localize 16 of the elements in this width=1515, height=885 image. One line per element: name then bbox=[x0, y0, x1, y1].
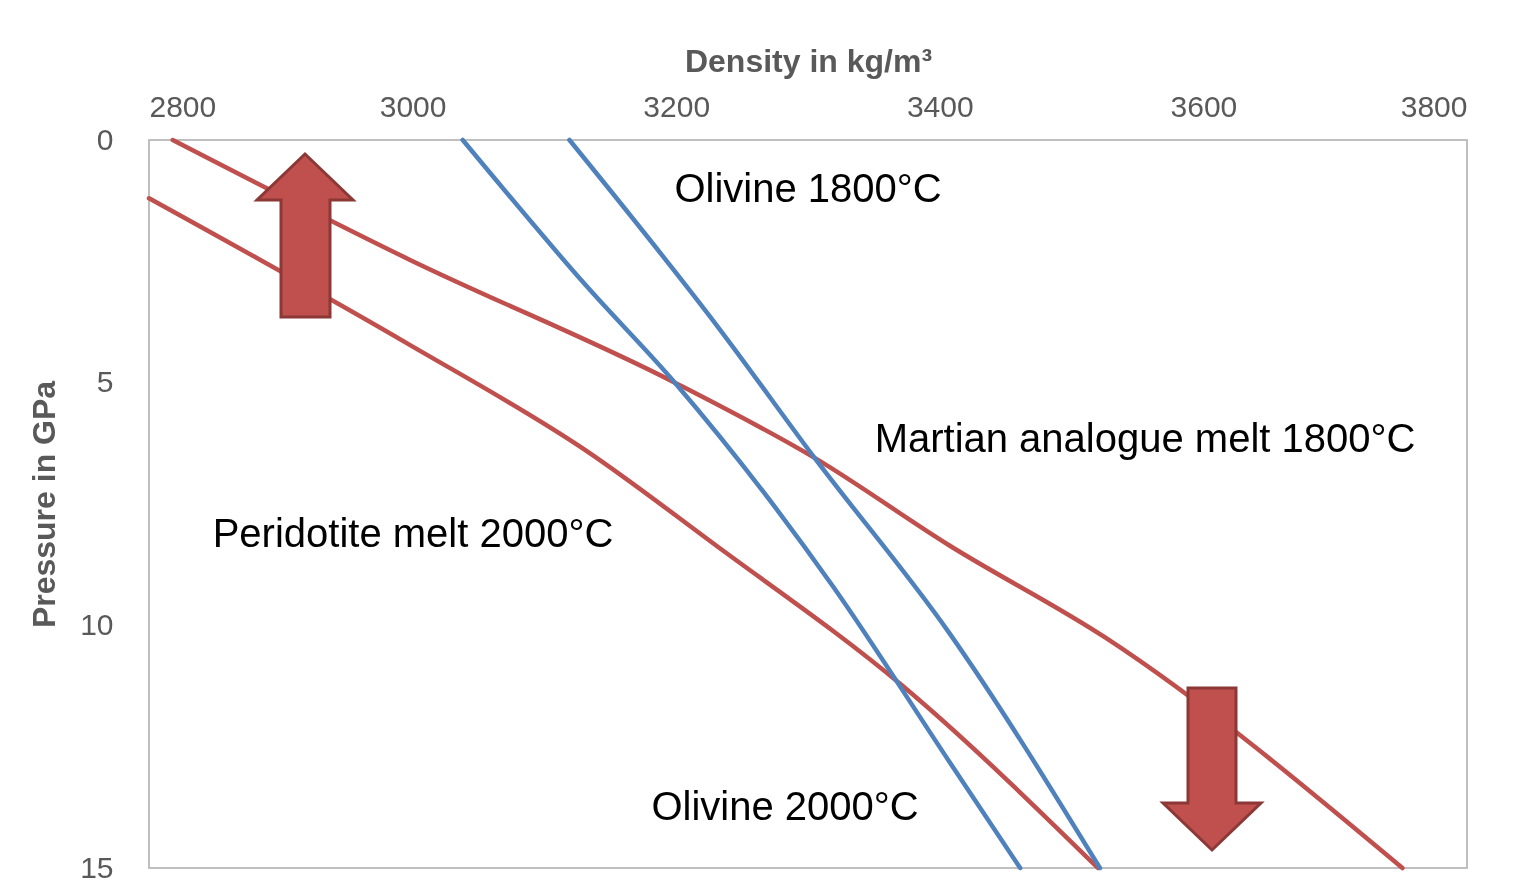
x-axis-title: Density in kg/m³ bbox=[684, 42, 933, 79]
y-tick-label: 15 bbox=[80, 850, 114, 884]
series-label: Olivine 2000°C bbox=[651, 784, 919, 828]
series-label: Martian analogue melt 1800°C bbox=[874, 416, 1416, 460]
x-tick-label: 3800 bbox=[1400, 89, 1468, 123]
series-label: Peridotite melt 2000°C bbox=[212, 511, 614, 555]
y-axis-title: Pressure in GPa bbox=[26, 380, 63, 629]
y-tick-label: 0 bbox=[96, 122, 114, 156]
x-tick-label: 3400 bbox=[906, 89, 974, 123]
y-tick-label: 10 bbox=[80, 607, 114, 641]
x-tick-label: 3000 bbox=[379, 89, 447, 123]
x-tick-label: 2800 bbox=[149, 89, 217, 123]
y-tick-label: 5 bbox=[96, 365, 114, 399]
x-tick-label: 3600 bbox=[1170, 89, 1238, 123]
series-label: Olivine 1800°C bbox=[674, 166, 942, 210]
x-tick-label: 3200 bbox=[643, 89, 711, 123]
